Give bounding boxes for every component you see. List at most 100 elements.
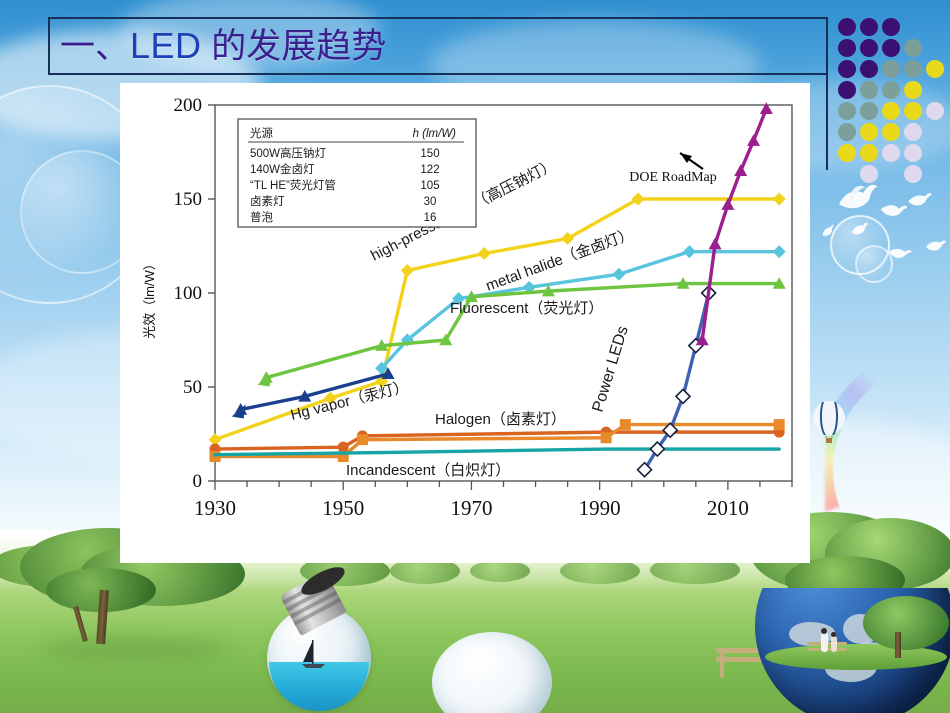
tree-canopy xyxy=(470,560,530,582)
chart-series xyxy=(636,284,717,478)
decor-dot xyxy=(882,102,900,120)
series-label: Incandescent（白炽灯） xyxy=(346,462,510,479)
x-axis-tick-label: 1950 xyxy=(322,496,364,520)
decor-dot xyxy=(838,102,856,120)
decor-dot xyxy=(904,165,922,183)
decor-dot xyxy=(904,102,922,120)
decor-dot xyxy=(904,60,922,78)
decor-dot xyxy=(926,102,944,120)
chart-series xyxy=(209,419,785,463)
globe-tree-trunk xyxy=(895,632,901,658)
globe-person xyxy=(831,636,837,652)
dove-icon xyxy=(848,219,871,238)
decor-dot xyxy=(860,165,878,183)
inset-table-cell-value: 122 xyxy=(420,164,439,176)
y-axis-title: 光效（lm/W） xyxy=(142,257,157,339)
y-axis-tick-label: 0 xyxy=(193,471,203,492)
chart-series xyxy=(208,192,786,447)
decor-dot xyxy=(838,18,856,36)
inset-table-cell-source: “TL HE”荧光灯管 xyxy=(250,178,336,192)
decor-dot xyxy=(838,81,856,99)
x-axis-tick-label: 1930 xyxy=(194,496,236,520)
dove-icon xyxy=(925,237,948,253)
dove-icon xyxy=(879,198,909,220)
decor-dot xyxy=(882,81,900,99)
decor-dot xyxy=(904,39,922,57)
dove-icon xyxy=(906,189,934,209)
series-label: Fluorescent（荧光灯） xyxy=(450,300,603,317)
inset-table-cell-value: 16 xyxy=(424,212,437,224)
decor-dot xyxy=(860,18,878,36)
x-axis-tick-label: 2010 xyxy=(707,496,749,520)
decor-dot xyxy=(904,123,922,141)
dove-icon xyxy=(887,243,914,263)
decor-dot xyxy=(882,123,900,141)
decor-dot xyxy=(838,123,856,141)
globe-person-head xyxy=(821,628,827,634)
title-box: 一、LED 的发展趋势 xyxy=(48,17,828,75)
y-axis-tick-label: 150 xyxy=(174,189,203,210)
bubble-decoration xyxy=(855,245,893,283)
inset-table-header: h (lm/W) xyxy=(413,128,457,140)
title-rail-divider xyxy=(826,19,828,170)
chart-series xyxy=(213,447,781,457)
decor-dot xyxy=(882,60,900,78)
series-arrowhead xyxy=(231,404,246,419)
bulb-glass xyxy=(432,632,552,713)
x-axis-tick-label: 1990 xyxy=(579,496,621,520)
inset-table-cell-source: 普泡 xyxy=(250,210,273,224)
decor-dot xyxy=(860,81,878,99)
title-suffix: 的发展趋势 xyxy=(201,27,387,66)
dove-icon xyxy=(818,222,837,239)
decor-dot xyxy=(860,39,878,57)
decor-dot xyxy=(838,39,856,57)
park-bench xyxy=(716,657,790,662)
decor-dot xyxy=(882,18,900,36)
dot-grid-decoration xyxy=(838,18,950,183)
x-axis-tick-label: 1970 xyxy=(450,496,492,520)
decor-dot xyxy=(860,102,878,120)
series-arrowhead xyxy=(257,373,273,387)
annotation-arrowhead xyxy=(680,153,692,163)
globe-person xyxy=(821,632,828,652)
decor-dot xyxy=(860,123,878,141)
y-axis-tick-label: 100 xyxy=(174,283,203,304)
doe-roadmap-annotation: DOE RoadMap xyxy=(629,170,717,185)
cloud xyxy=(120,0,380,70)
y-axis-tick-label: 50 xyxy=(183,377,202,398)
y-axis-tick-label: 200 xyxy=(174,95,203,116)
decor-dot xyxy=(882,144,900,162)
chart-card: 0 50 100 150 200 1930 1950 1970 1990 2010 光效（lm/W）… xyxy=(120,83,810,563)
inset-table-cell-source: 140W金卤灯 xyxy=(250,162,315,176)
earth-globe-illustration xyxy=(755,588,950,713)
efficacy-trend-chart: 0 50 100 150 200 1930 1950 1970 1990 2010 光效（lm/W）… xyxy=(142,95,793,520)
page-title: 一、LED 的发展趋势 xyxy=(60,17,386,76)
decor-dot xyxy=(860,60,878,78)
dove-icon xyxy=(833,178,882,216)
hot-air-balloon-icon xyxy=(812,400,846,446)
decor-dot xyxy=(904,144,922,162)
decor-dot xyxy=(860,144,878,162)
globe-tree-canopy xyxy=(863,596,949,650)
inset-table-cell-source: 500W高压钠灯 xyxy=(250,146,327,160)
lightbulb-illustration xyxy=(255,561,383,713)
lightbulb-secondary xyxy=(432,632,552,713)
decor-dot xyxy=(838,60,856,78)
chart-series xyxy=(695,102,773,346)
inset-table-cell-source: 卤素灯 xyxy=(250,195,285,208)
inset-table-cell-value: 150 xyxy=(420,148,439,160)
sailboat-icon xyxy=(301,640,327,670)
globe-person-head xyxy=(831,632,836,637)
park-bench xyxy=(720,652,724,678)
inset-table-header: 光源 xyxy=(250,126,273,140)
decor-dot xyxy=(926,60,944,78)
inset-table-cell-value: 105 xyxy=(420,180,439,192)
title-prefix: 一、 xyxy=(60,27,131,66)
decor-dot xyxy=(904,81,922,99)
series-label: Power LEDs xyxy=(590,324,632,414)
inset-table-cell-value: 30 xyxy=(424,196,437,208)
inset-table: 光源 h (lm/W) 500W高压钠灯 150 140W金卤灯 122 “TL HE”荧光… xyxy=(237,118,477,228)
tree-shadow xyxy=(40,636,230,662)
title-latin: LED xyxy=(130,25,202,66)
